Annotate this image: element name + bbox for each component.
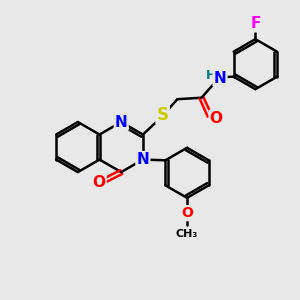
Text: N: N	[214, 70, 226, 86]
Text: N: N	[136, 152, 149, 167]
Text: O: O	[93, 175, 106, 190]
Text: O: O	[210, 111, 223, 126]
Text: CH₃: CH₃	[176, 229, 198, 239]
Text: N: N	[115, 115, 128, 130]
Text: H: H	[206, 69, 216, 82]
Text: S: S	[157, 106, 169, 124]
Text: F: F	[250, 16, 261, 31]
Text: O: O	[181, 206, 193, 220]
